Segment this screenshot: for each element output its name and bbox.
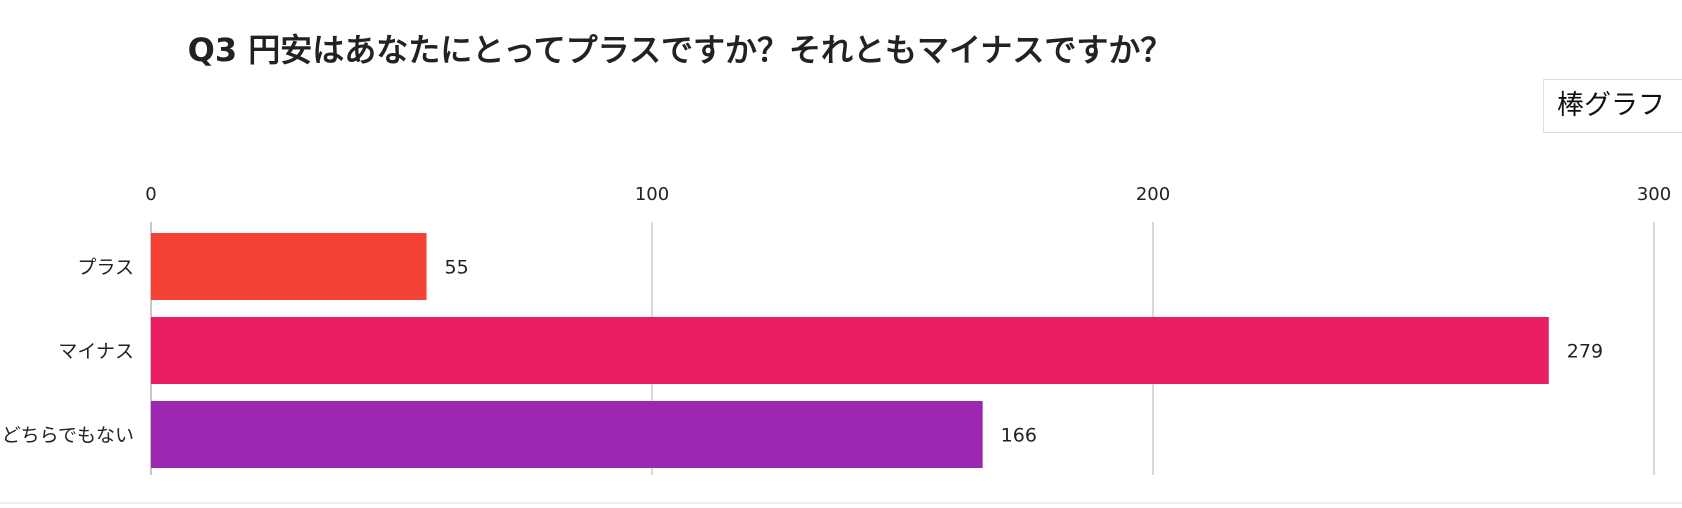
x-tick-label: 100 xyxy=(635,184,669,205)
x-tick-label: 200 xyxy=(1136,184,1170,205)
x-tick-label: 300 xyxy=(1637,184,1671,205)
chart-type-button[interactable]: 棒グラフ xyxy=(1543,79,1682,133)
x-tick-labels: 0 100 200 300 xyxy=(145,184,1671,205)
bar[interactable] xyxy=(151,317,1549,384)
value-labels: 55 279 166 xyxy=(445,257,1604,447)
bar[interactable] xyxy=(151,233,427,300)
category-label: どちらでもない xyxy=(2,425,134,447)
value-label: 279 xyxy=(1567,341,1603,363)
chart-title: Q3 円安はあなたにとってプラスですか？それともマイナスですか？ xyxy=(187,31,1173,69)
value-label: 166 xyxy=(1001,425,1037,447)
bars xyxy=(151,233,1549,468)
bar[interactable] xyxy=(151,401,983,468)
footer-divider xyxy=(0,502,1682,504)
category-label: プラス xyxy=(77,257,134,279)
value-label: 55 xyxy=(445,257,469,279)
category-label: マイナス xyxy=(58,341,134,363)
x-tick-label: 0 xyxy=(145,184,156,205)
